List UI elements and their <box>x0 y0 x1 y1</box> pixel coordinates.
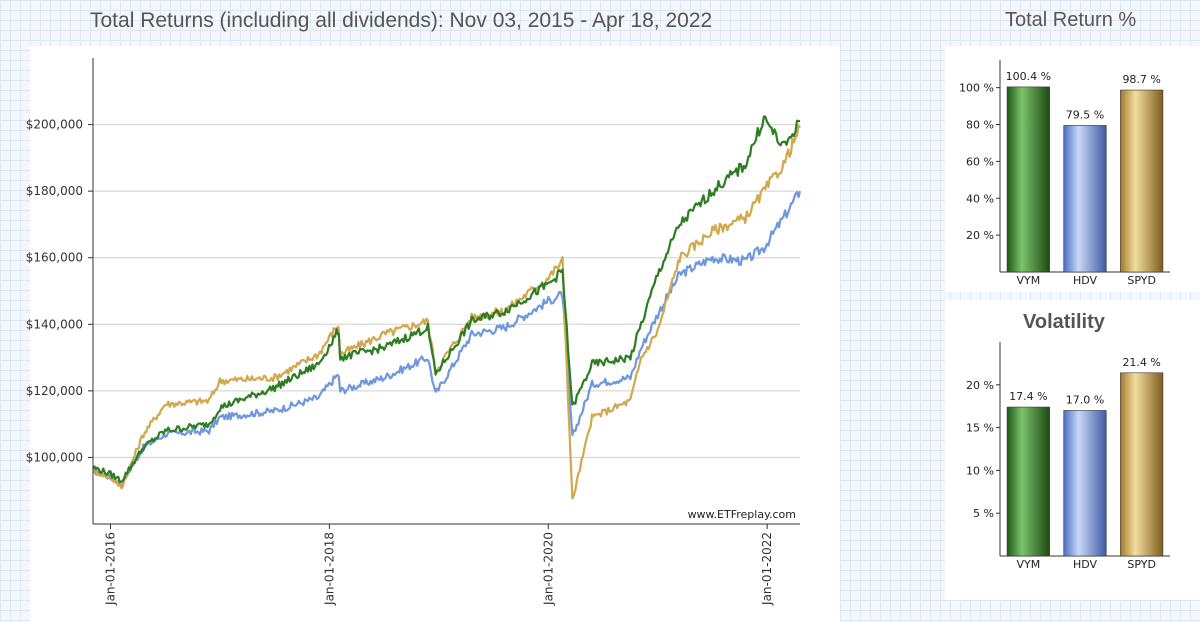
y-tick-label: $180,000 <box>26 184 83 198</box>
x-tick-label: Jan-01-2020 <box>541 532 555 606</box>
main-chart-title: Total Returns (including all dividends):… <box>90 9 713 32</box>
series-line-spyd <box>91 124 801 500</box>
returns-value-label: 100.4 % <box>1006 70 1051 83</box>
volatility-value-label: 21.4 % <box>1122 356 1160 369</box>
main-series <box>91 115 802 500</box>
returns-value-label: 98.7 % <box>1122 73 1160 86</box>
returns-bar-vym <box>1006 86 1050 273</box>
returns-y-tick-label: 20 % <box>966 229 994 242</box>
volatility-chart: 5 % 10 % 15 % 20 % 17.4 % VYM 17.0 % HDV 21.4 % S… <box>966 342 1170 571</box>
y-tick-label: $100,000 <box>26 450 83 464</box>
x-tick-label: Jan-01-2016 <box>104 532 118 606</box>
volatility-value-label: 17.0 % <box>1066 393 1104 406</box>
volatility-y-tick-label: 20 % <box>966 379 994 392</box>
volatility-category-label: SPYD <box>1127 558 1156 571</box>
returns-title: Total Return % <box>1005 9 1137 31</box>
x-tick-label: Jan-01-2022 <box>760 532 774 606</box>
watermark: www.ETFreplay.com <box>688 508 796 521</box>
y-tick-label: $160,000 <box>26 251 83 265</box>
volatility-y-tick-label: 10 % <box>966 464 994 477</box>
volatility-value-label: 17.4 % <box>1009 390 1047 403</box>
returns-bar-spyd <box>1120 89 1164 273</box>
volatility-category-label: HDV <box>1073 558 1098 571</box>
y-tick-label: $140,000 <box>26 317 83 331</box>
volatility-bar-spyd <box>1120 372 1164 557</box>
main-grid <box>93 124 800 458</box>
returns-bar-hdv <box>1063 125 1107 273</box>
returns-y-tick-label: 80 % <box>966 119 994 132</box>
returns-category-label: HDV <box>1073 274 1098 287</box>
y-tick-label: $200,000 <box>26 118 83 132</box>
series-line-hdv <box>92 190 802 487</box>
x-tick-label: Jan-01-2018 <box>322 532 336 606</box>
returns-value-label: 79.5 % <box>1066 108 1104 121</box>
y-tick-label: $120,000 <box>26 384 83 398</box>
returns-category-label: SPYD <box>1127 274 1156 287</box>
series-line-vym <box>92 115 801 484</box>
volatility-category-label: VYM <box>1016 558 1040 571</box>
volatility-title: Volatility <box>1023 311 1105 333</box>
volatility-bar-hdv <box>1063 410 1107 557</box>
main-axes: $100,000 $120,000 $140,000 $160,000 $180,000… <box>26 58 800 606</box>
returns-y-tick-label: 40 % <box>966 192 994 205</box>
returns-category-label: VYM <box>1016 274 1040 287</box>
returns-y-tick-label: 100 % <box>959 82 994 95</box>
returns-y-tick-label: 60 % <box>966 155 994 168</box>
volatility-y-tick-label: 15 % <box>966 422 994 435</box>
main-chart-panel <box>30 46 840 622</box>
volatility-y-tick-label: 5 % <box>973 507 994 520</box>
volatility-bar-vym <box>1006 406 1050 557</box>
returns-chart: 20 % 40 % 60 % 80 % 100 % 100.4 % VYM 79.5 % HDV… <box>959 60 1170 287</box>
